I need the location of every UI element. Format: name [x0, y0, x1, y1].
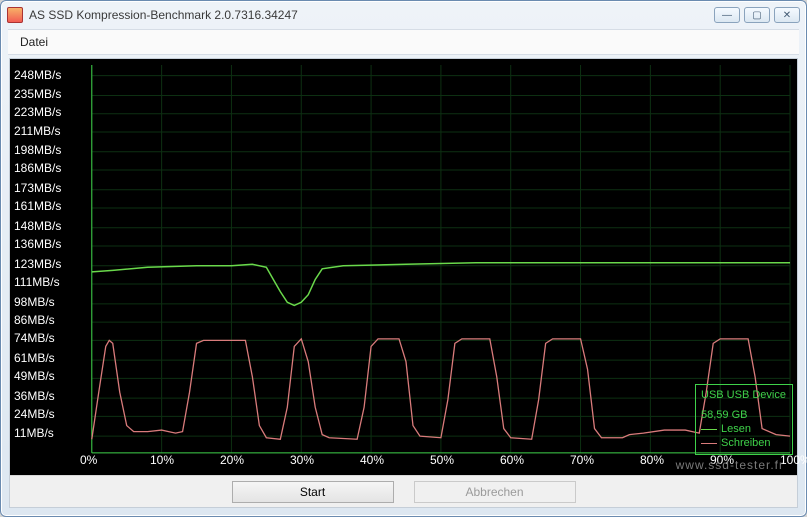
y-axis-label: 111MB/s	[14, 275, 86, 289]
close-button[interactable]: ✕	[774, 7, 800, 23]
y-axis-label: 136MB/s	[14, 237, 86, 251]
y-axis-label: 223MB/s	[14, 105, 86, 119]
legend-device: USB USB Device	[701, 388, 787, 402]
y-axis-label: 186MB/s	[14, 161, 86, 175]
app-window: AS SSD Kompression-Benchmark 2.0.7316.34…	[0, 0, 807, 517]
x-axis-label: 80%	[640, 453, 664, 467]
compression-chart: 11MB/s 24MB/s 36MB/s 49MB/s 61MB/s 74MB/s 86MB…	[10, 59, 797, 475]
maximize-button[interactable]: ▢	[744, 7, 770, 23]
x-axis-label: 30%	[290, 453, 314, 467]
y-axis-label: 235MB/s	[14, 87, 86, 101]
cancel-button: Abbrechen	[414, 481, 576, 503]
legend-read: Lesen	[701, 422, 787, 436]
titlebar: AS SSD Kompression-Benchmark 2.0.7316.34…	[1, 1, 806, 29]
y-axis-label: 98MB/s	[14, 295, 86, 309]
legend-read-label: Lesen	[721, 422, 751, 436]
y-axis-label: 198MB/s	[14, 143, 86, 157]
chart-legend: USB USB Device 58,59 GB Lesen Schreiben	[695, 384, 793, 455]
window-controls: — ▢ ✕	[714, 7, 800, 23]
y-axis-label: 61MB/s	[14, 351, 86, 365]
y-axis-label: 123MB/s	[14, 257, 86, 271]
watermark: www.ssd-tester.fr	[676, 458, 784, 472]
legend-capacity: 58,59 GB	[701, 408, 787, 422]
legend-write-label: Schreiben	[721, 436, 771, 450]
start-button[interactable]: Start	[232, 481, 394, 503]
y-axis-label: 161MB/s	[14, 199, 86, 213]
y-axis-label: 148MB/s	[14, 219, 86, 233]
legend-read-swatch	[701, 429, 717, 430]
x-axis-label: 70%	[570, 453, 594, 467]
y-axis-label: 248MB/s	[14, 68, 86, 82]
minimize-button[interactable]: —	[714, 7, 740, 23]
y-axis-label: 11MB/s	[14, 426, 86, 440]
y-axis-label: 49MB/s	[14, 369, 86, 383]
menu-file[interactable]: Datei	[14, 33, 54, 51]
legend-write: Schreiben	[701, 436, 787, 450]
x-axis-label: 10%	[150, 453, 174, 467]
y-axis-label: 24MB/s	[14, 407, 86, 421]
button-bar: Start Abbrechen	[10, 475, 797, 507]
y-axis-label: 86MB/s	[14, 313, 86, 327]
window-title: AS SSD Kompression-Benchmark 2.0.7316.34…	[29, 8, 708, 22]
legend-write-swatch	[701, 443, 717, 444]
y-axis-label: 74MB/s	[14, 331, 86, 345]
x-axis-label: 60%	[500, 453, 524, 467]
y-axis-label: 36MB/s	[14, 389, 86, 403]
x-axis-label: 50%	[430, 453, 454, 467]
app-icon	[7, 7, 23, 23]
y-axis-label: 211MB/s	[14, 124, 86, 138]
x-axis-label: 0%	[80, 453, 97, 467]
x-axis-label: 40%	[360, 453, 384, 467]
client-area: 11MB/s 24MB/s 36MB/s 49MB/s 61MB/s 74MB/s 86MB…	[9, 58, 798, 508]
y-axis-label: 173MB/s	[14, 181, 86, 195]
x-axis-label: 20%	[220, 453, 244, 467]
window-footer	[1, 508, 806, 516]
x-axis-label: 100%	[780, 453, 807, 467]
menubar: Datei	[8, 29, 799, 55]
